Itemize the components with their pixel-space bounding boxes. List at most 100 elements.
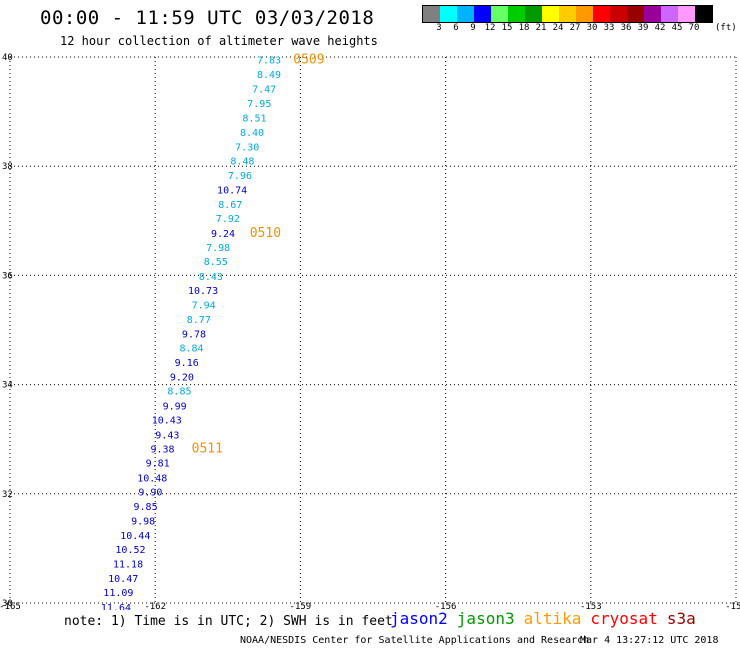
x-tick-label: -162 — [144, 602, 166, 610]
wave-height-value: 7.95 — [247, 99, 271, 110]
wave-height-value: 8.55 — [204, 257, 228, 268]
footer-note: note: 1) Time is in UTC; 2) SWH is in fe… — [64, 614, 393, 629]
x-tick-label: -153 — [580, 602, 602, 610]
wave-height-value: 7.83 — [257, 56, 281, 67]
color-scale-label: 36 — [620, 23, 632, 33]
color-scale-swatch — [610, 6, 627, 22]
wave-height-value: 7.94 — [192, 300, 216, 311]
pass-number-label: 0510 — [250, 226, 281, 241]
wave-height-value: 9.16 — [175, 358, 199, 369]
color-scale-label: 12 — [484, 23, 496, 33]
wave-height-value: 8.40 — [240, 128, 264, 139]
wave-height-value: 11.09 — [103, 588, 133, 599]
wave-height-value: 9.99 — [163, 401, 187, 412]
color-scale-labels: 3 6 9 12 15 18 21 24 27 30 33 36 39 42 45 70 — [422, 23, 740, 35]
credit-line: NOAA/NESDIS Center for Satellite Applica… — [240, 635, 590, 646]
wave-height-value: 7.92 — [216, 214, 240, 225]
legend-entry-s3a: s3a — [666, 609, 696, 628]
wave-height-value: 10.73 — [188, 286, 218, 297]
color-scale-label: 30 — [586, 23, 598, 33]
legend-entry-jason3: jason3 — [456, 609, 515, 628]
wave-height-value: 8.51 — [242, 114, 266, 125]
color-scale-label: 70 — [688, 23, 700, 33]
wave-height-value: 10.43 — [152, 416, 182, 427]
wave-height-value: 7.30 — [235, 143, 259, 154]
wave-height-value: 9.20 — [170, 372, 194, 383]
wave-height-value: 8.77 — [187, 315, 211, 326]
wave-height-value: 9.85 — [134, 502, 158, 513]
color-scale-swatch — [661, 6, 678, 22]
color-scale-swatch — [474, 6, 491, 22]
y-tick-label: 32 — [2, 490, 13, 500]
color-scale-label: 18 — [518, 23, 530, 33]
color-scale-label: 27 — [569, 23, 581, 33]
color-scale-swatch — [627, 6, 644, 22]
color-scale-label: 3 — [436, 23, 442, 33]
color-scale-label: 33 — [603, 23, 615, 33]
y-tick-label: 40 — [2, 53, 13, 63]
legend-entry-cryosat: cryosat — [590, 609, 658, 628]
pass-number-label: 0511 — [192, 441, 223, 456]
color-scale-swatch — [576, 6, 593, 22]
wave-height-value: 8.84 — [180, 343, 204, 354]
x-tick-label: -150 — [725, 602, 740, 610]
color-scale-label: 21 — [535, 23, 547, 33]
color-scale-label: 15 — [501, 23, 513, 33]
wave-height-value: 10.44 — [120, 531, 150, 542]
x-tick-label: -156 — [435, 602, 457, 610]
color-scale-swatch — [593, 6, 610, 22]
wave-height-value: 8.48 — [230, 157, 254, 168]
wave-height-value: 9.90 — [138, 488, 162, 499]
wave-height-value: 8.49 — [257, 70, 281, 81]
color-scale-swatch — [559, 6, 576, 22]
color-scale-swatch — [525, 6, 542, 22]
wave-height-value: 9.81 — [146, 459, 170, 470]
color-scale-swatch — [457, 6, 474, 22]
legend-entry-altika: altika — [523, 609, 582, 628]
wave-height-value: 11.18 — [113, 560, 143, 571]
wave-height-value: 7.96 — [228, 171, 252, 182]
pass-number-label: 0509 — [293, 53, 324, 68]
page-title: 00:00 - 11:59 UTC 03/03/2018 — [40, 7, 375, 29]
color-scale-label: 6 — [453, 23, 459, 33]
color-scale-label: 45 — [671, 23, 683, 33]
wave-height-value: 9.38 — [150, 444, 174, 455]
color-scale-label: 9 — [470, 23, 476, 33]
wave-height-value: 11.64 — [101, 603, 131, 610]
color-scale-swatch — [542, 6, 559, 22]
color-scale-label: 39 — [637, 23, 649, 33]
color-scale-bar — [422, 5, 713, 23]
color-scale-swatch — [491, 6, 508, 22]
wave-height-value: 8.67 — [218, 200, 242, 211]
wave-height-value: 9.43 — [155, 430, 179, 441]
y-tick-label: 30 — [2, 599, 13, 609]
color-scale-swatch — [644, 6, 661, 22]
wave-height-value: 8.43 — [199, 272, 223, 283]
color-scale-swatch — [678, 6, 695, 22]
wave-height-plot: -165 -162 -159 -156 -153 -150 30 32 34 36 38 40 7.83… — [0, 53, 740, 610]
x-tick-label: -159 — [290, 602, 312, 610]
wave-height-value: 10.48 — [137, 473, 167, 484]
wave-height-value: 9.24 — [211, 229, 235, 240]
color-scale-label: 42 — [654, 23, 666, 33]
wave-height-value: 10.47 — [108, 574, 138, 585]
wave-height-value: 7.47 — [252, 85, 276, 96]
color-scale-swatch — [695, 6, 712, 22]
y-tick-label: 34 — [2, 381, 13, 391]
wave-height-value: 9.78 — [182, 329, 206, 340]
color-scale-label: 24 — [552, 23, 564, 33]
wave-height-value: 10.74 — [217, 186, 247, 197]
wave-height-value: 9.98 — [131, 517, 155, 528]
y-tick-label: 36 — [2, 271, 13, 281]
generation-timestamp: Mar 4 13:27:12 UTC 2018 — [580, 635, 719, 646]
color-scale-swatch — [440, 6, 457, 22]
wave-height-value: 8.85 — [167, 387, 191, 398]
wave-height-value: 7.98 — [206, 243, 230, 254]
chart-subtitle: 12 hour collection of altimeter wave hei… — [60, 34, 378, 48]
color-scale-swatch — [423, 6, 440, 22]
wave-height-value: 10.52 — [115, 545, 145, 556]
color-scale-unit: (ft) — [715, 23, 737, 33]
y-tick-label: 38 — [2, 162, 13, 172]
legend-entry-jason2: jason2 — [390, 609, 448, 628]
color-scale-swatch — [508, 6, 525, 22]
